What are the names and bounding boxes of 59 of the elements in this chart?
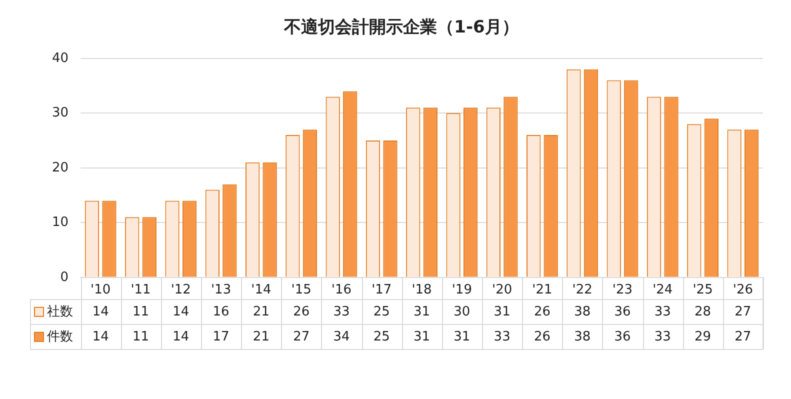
x-tick-label: '19 bbox=[452, 282, 472, 298]
data-label: 27 bbox=[293, 329, 310, 344]
data-label: 31 bbox=[414, 304, 430, 320]
data-label: 31 bbox=[414, 329, 430, 344]
data-label: 14 bbox=[172, 304, 190, 320]
data-label: 25 bbox=[373, 304, 390, 320]
data-label: 26 bbox=[293, 304, 310, 320]
data-label: 33 bbox=[654, 304, 671, 320]
data-label: 29 bbox=[694, 329, 712, 344]
data-label: 30 bbox=[454, 304, 470, 320]
legend-label: 社数 bbox=[47, 304, 73, 320]
data-label: 36 bbox=[614, 304, 631, 320]
x-tick-label: '18 bbox=[412, 282, 432, 298]
x-tick-label: '20 bbox=[492, 282, 512, 298]
x-tick-label: '17 bbox=[372, 282, 392, 298]
data-label: 31 bbox=[454, 329, 470, 344]
data-label: 14 bbox=[172, 329, 190, 344]
data-label: 17 bbox=[212, 329, 230, 344]
data-label: 38 bbox=[574, 304, 591, 320]
data-label: 33 bbox=[494, 329, 510, 344]
data-label: 21 bbox=[252, 329, 270, 344]
x-tick-label: '24 bbox=[652, 282, 673, 298]
data-label: 26 bbox=[534, 304, 550, 320]
x-tick-label: '14 bbox=[251, 282, 272, 298]
data-label: 21 bbox=[252, 304, 270, 320]
x-tick-label: '25 bbox=[692, 282, 713, 298]
x-tick-label: '13 bbox=[210, 282, 232, 298]
x-tick-label: '15 bbox=[291, 282, 312, 298]
y-tick-label: 0 bbox=[60, 270, 69, 285]
x-tick-label: '23 bbox=[612, 282, 633, 298]
y-tick-label: 30 bbox=[52, 106, 69, 121]
y-tick-label: 40 bbox=[52, 50, 69, 66]
data-label: 38 bbox=[574, 329, 591, 344]
data-label: 27 bbox=[734, 329, 752, 344]
x-tick-label: '11 bbox=[130, 282, 151, 298]
x-tick-label: '21 bbox=[532, 282, 552, 298]
y-tick-label: 10 bbox=[52, 215, 69, 230]
data-label: 16 bbox=[212, 304, 230, 320]
data-label: 11 bbox=[132, 329, 150, 344]
data-label: 14 bbox=[92, 304, 109, 320]
data-label: 36 bbox=[614, 329, 631, 344]
data-label: 33 bbox=[654, 329, 671, 344]
y-tick-label: 20 bbox=[52, 160, 69, 176]
data-label: 33 bbox=[333, 304, 350, 320]
data-label: 28 bbox=[694, 304, 712, 320]
data-label: 26 bbox=[534, 329, 550, 344]
x-tick-label: '10 bbox=[90, 282, 111, 298]
data-label: 34 bbox=[333, 329, 350, 344]
data-label: 14 bbox=[92, 329, 109, 344]
x-tick-label: '16 bbox=[331, 282, 352, 298]
data-label: 27 bbox=[734, 304, 752, 320]
chart-title: 不適切会計開示企業（1-6月） bbox=[283, 18, 519, 38]
legend-label: 件数 bbox=[47, 329, 73, 344]
x-tick-label: '26 bbox=[732, 282, 753, 298]
x-tick-label: '12 bbox=[170, 282, 191, 298]
data-label: 25 bbox=[373, 329, 390, 344]
data-label: 11 bbox=[132, 304, 150, 320]
x-tick-label: '22 bbox=[572, 282, 592, 298]
data-label: 31 bbox=[494, 304, 510, 320]
